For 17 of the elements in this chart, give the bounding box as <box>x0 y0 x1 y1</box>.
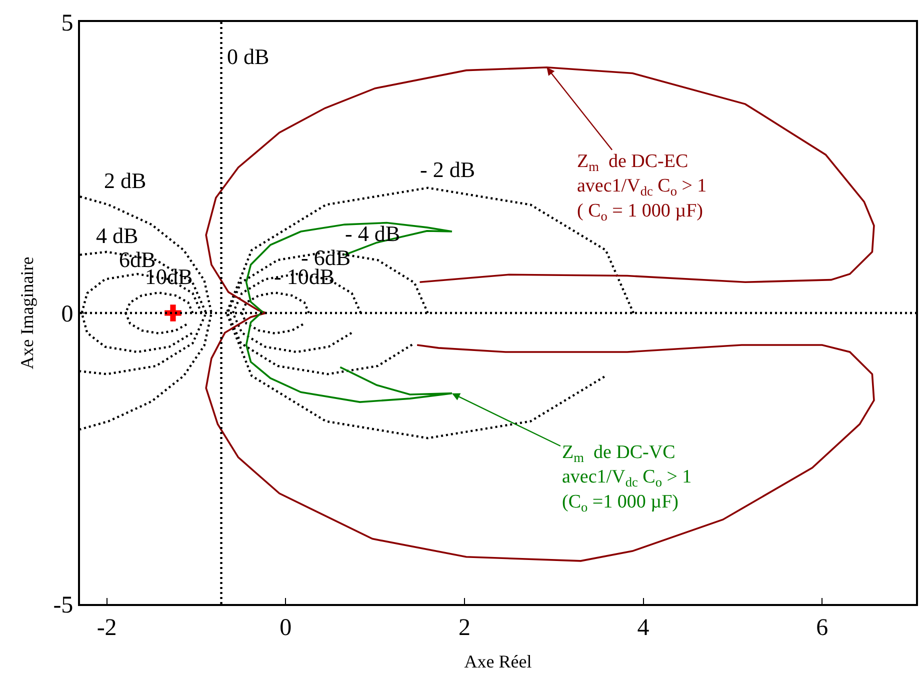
y-tick-label: 0 <box>61 301 74 328</box>
series-label: - 4 dB <box>345 221 400 246</box>
text: Z$_{m}$ de DC-VC avec1/V$_{dc}$ C$_{o}$ > 1 (C$_{o}$ =1 000 µF) <box>562 442 692 514</box>
x-tick-label: 6 <box>816 614 828 641</box>
ref-line-label: 0 dB <box>227 44 270 69</box>
y-tick-label: -5 <box>53 592 74 618</box>
y-axis-title: Axe Imaginaire <box>16 256 37 370</box>
x-axis-title: Axe Réel <box>464 651 532 672</box>
y-tick-label: 5 <box>61 10 74 36</box>
text: Z$_{m}$ de DC-EC avec1/V$_{dc}$ C$_{o}$ > 1 ( C$_{o}$ = 1 000 µF) <box>577 151 707 224</box>
series-label: 2 dB <box>104 168 146 193</box>
series-label: - 2 dB <box>420 157 475 182</box>
x-tick-label: 0 <box>280 614 292 641</box>
series-label: 4 dB <box>96 223 138 248</box>
x-tick-label: 4 <box>637 614 650 641</box>
x-tick-label: -2 <box>96 614 117 641</box>
x-tick-label: 2 <box>458 614 470 641</box>
